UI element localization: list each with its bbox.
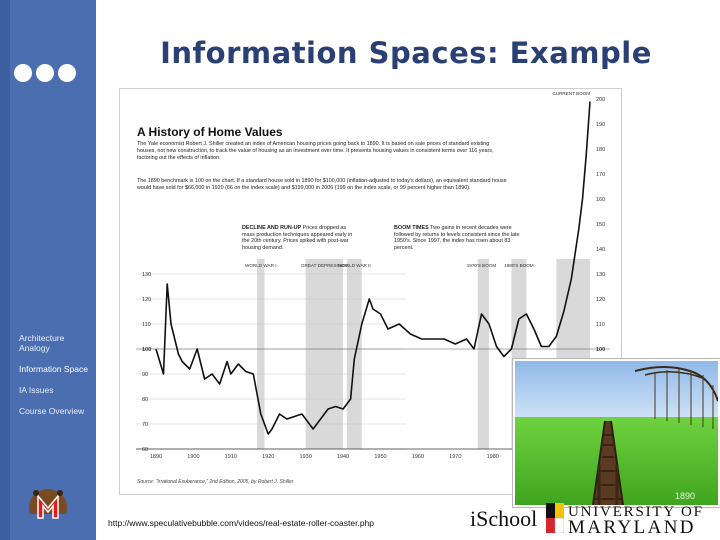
y-tick-label-left: 60 <box>142 447 148 453</box>
shaded-period-1 <box>305 259 344 449</box>
figure-intro-benchmark: The 1890 benchmark is 100 on the chart. … <box>137 178 507 191</box>
roller-coaster-scene: 1890 <box>515 361 718 505</box>
x-tick-label: 1890 <box>150 454 162 460</box>
maryland-m-logo <box>29 489 67 519</box>
sidebar: Architecture Analogy Information Space I… <box>0 0 96 540</box>
annotation-decline-title: DECLINE AND RUN-UP <box>242 225 302 231</box>
nav-item-architecture-analogy[interactable]: Architecture Analogy <box>19 333 65 353</box>
x-tick-label: 1920 <box>262 454 274 460</box>
x-tick-label: 1900 <box>187 454 199 460</box>
university-wordmark: UNIVERSITY OF MARYLAND <box>568 504 704 538</box>
shaded-period-3 <box>477 259 489 449</box>
period-label: CURRENT BOOM <box>552 91 590 96</box>
home-values-figure: A History of Home Values The Yale econom… <box>119 88 622 495</box>
maryland-flag-icon <box>546 503 564 533</box>
university-line1: UNIVERSITY OF <box>568 504 704 520</box>
period-label: 1980'S BOOM <box>504 263 534 268</box>
period-label: WORLD WAR II <box>338 263 371 268</box>
nav-item-information-space[interactable]: Information Space <box>19 364 88 374</box>
annotation-decline-text: Prices dropped as mass production techni… <box>242 225 353 251</box>
period-label: GREAT DEPRESSION <box>301 263 348 268</box>
x-tick-label: 1910 <box>225 454 237 460</box>
roller-coaster-video-inset[interactable]: 1890 <box>513 359 720 507</box>
y-tick-label-right: 190 <box>596 122 605 128</box>
y-tick-label-left: 100 <box>142 347 151 353</box>
ischool-logo: iSchool <box>470 506 538 531</box>
annotation-boom-text: Two gains in recent decades were followe… <box>394 225 520 251</box>
y-tick-label-left: 90 <box>142 372 148 378</box>
side-nav: Architecture Analogy Information Space I… <box>19 333 95 427</box>
x-tick-label: 1930 <box>300 454 312 460</box>
y-tick-label-left: 80 <box>142 397 148 403</box>
figure-heading: A History of Home Values <box>137 125 283 139</box>
y-tick-label-left: 120 <box>142 297 151 303</box>
home-value-index-line <box>155 101 591 435</box>
x-tick-label: 1980 <box>487 454 499 460</box>
y-tick-label-right: 120 <box>596 297 605 303</box>
y-tick-label-left: 110 <box>142 322 151 328</box>
slide-title: Information Spaces: Example <box>160 36 652 70</box>
period-label: 1970'S BOOM <box>467 263 497 268</box>
university-line2: MARYLAND <box>568 517 696 538</box>
video-url-link[interactable]: http://www.speculativebubble.com/videos/… <box>108 518 374 528</box>
dot-icon <box>36 64 54 82</box>
x-tick-label: 1940 <box>337 454 349 460</box>
figure-intro: The Yale economist Robert J. Shiller cre… <box>137 141 494 161</box>
shaded-period-2 <box>346 259 362 449</box>
nav-item-course-overview[interactable]: Course Overview <box>19 406 85 416</box>
sidebar-stripe <box>0 0 10 540</box>
y-tick-label-right: 170 <box>596 172 605 178</box>
y-tick-label-right: 130 <box>596 272 605 278</box>
x-tick-label: 1970 <box>449 454 461 460</box>
slide-bullets-decoration <box>14 64 76 82</box>
y-tick-label-right: 100 <box>596 347 605 353</box>
y-tick-label-right: 160 <box>596 197 605 203</box>
y-tick-label-right: 180 <box>596 147 605 153</box>
figure-source: Source: "Irrational Exuberance," 2nd Edi… <box>137 479 294 485</box>
y-tick-label-right: 200 <box>596 97 605 103</box>
x-tick-label: 1960 <box>412 454 424 460</box>
y-tick-label-left: 70 <box>142 422 148 428</box>
period-label: WORLD WAR I <box>245 263 276 268</box>
annotation-boom: BOOM TIMES Two gains in recent decades w… <box>394 225 524 251</box>
dot-icon <box>58 64 76 82</box>
annotation-decline: DECLINE AND RUN-UP Prices dropped as mas… <box>242 225 354 251</box>
annotation-boom-title: BOOM TIMES <box>394 225 429 231</box>
dot-icon <box>14 64 32 82</box>
shaded-period-0 <box>257 259 265 449</box>
y-tick-label-left: 130 <box>142 272 151 278</box>
x-tick-label: 1950 <box>374 454 386 460</box>
inset-caption: 1890 <box>675 491 695 501</box>
y-tick-label-right: 110 <box>596 322 605 328</box>
y-tick-label-right: 150 <box>596 222 605 228</box>
y-tick-label-right: 140 <box>596 247 605 253</box>
nav-item-ia-issues[interactable]: IA Issues <box>19 385 54 395</box>
